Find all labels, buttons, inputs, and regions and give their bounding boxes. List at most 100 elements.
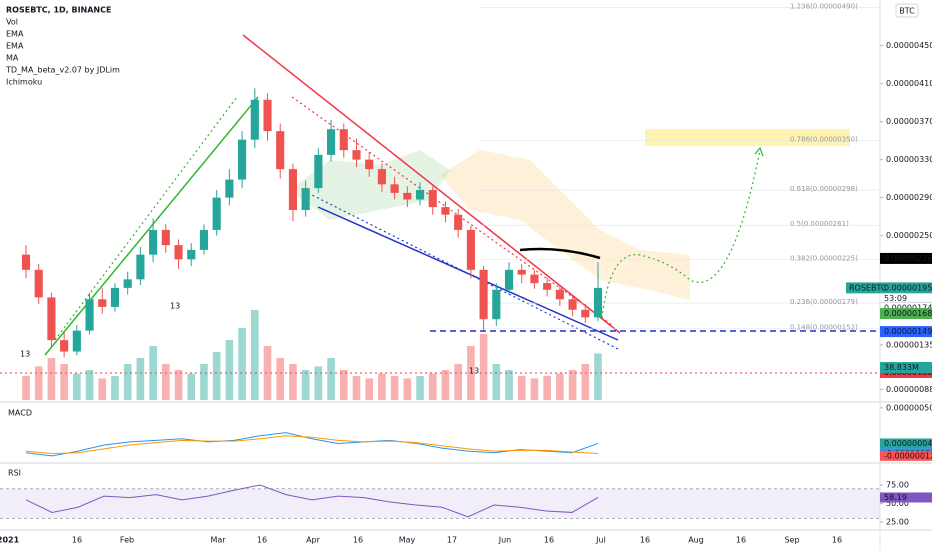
volume-bar	[365, 378, 374, 400]
candle-body	[415, 190, 425, 200]
candle-body	[492, 289, 501, 320]
candle-body	[428, 190, 437, 208]
value-badge	[880, 450, 932, 461]
indicator-label: TD_MA_beta_v2.07 by JDLim	[5, 66, 120, 75]
x-tick-label: 16	[640, 536, 650, 545]
projection-arrow	[754, 146, 764, 157]
fib-label: 0.5(0.00000261)	[790, 220, 849, 228]
candle-body	[174, 245, 183, 260]
y-tick-label: 75.00	[886, 481, 909, 490]
volume-bar	[467, 346, 475, 400]
volume-bar	[162, 364, 170, 400]
volume-bar	[543, 376, 551, 400]
x-tick-label: Mar	[210, 536, 226, 545]
volume-bar	[568, 370, 577, 400]
rsi-band	[0, 488, 880, 519]
y-tick-label: 0.00000088	[886, 385, 932, 394]
candle-body	[543, 283, 552, 290]
x-tick-label: 16	[832, 536, 842, 545]
currency-label[interactable]: BTC	[899, 7, 915, 16]
indicator-label: MA	[6, 54, 19, 63]
annotation: 13	[469, 367, 479, 376]
x-tick-label: 16	[72, 536, 82, 545]
volume-bar	[111, 376, 119, 400]
candle-body	[301, 188, 310, 210]
fib-label: 1.236(0.00000490)	[790, 3, 858, 11]
price-badge	[880, 282, 932, 294]
candle-body	[530, 274, 539, 284]
candle-body	[466, 229, 475, 270]
symbol-badge	[846, 282, 880, 294]
volume-bar	[85, 370, 94, 400]
candle-body	[225, 179, 234, 198]
candle-body	[263, 99, 272, 132]
x-tick-label: 2021	[0, 536, 20, 545]
volume-bar	[123, 364, 132, 400]
volume-bar	[352, 376, 361, 400]
volume-bar	[187, 373, 196, 400]
fib-label: 0.236(0.00000179)	[790, 298, 858, 306]
y-tick-label: 25.00	[886, 518, 909, 527]
volume-bar	[263, 346, 272, 400]
y-tick-label: 0.00000290	[886, 193, 932, 202]
fib-label: 0.618(0.00000298)	[790, 185, 858, 193]
volume-bar	[454, 364, 462, 400]
volume-bar	[301, 370, 310, 400]
candle-body	[377, 169, 386, 185]
x-tick-label: Aug	[688, 536, 704, 545]
candle-body	[581, 309, 590, 318]
volume-bar	[594, 353, 602, 400]
candle-body	[187, 249, 196, 260]
volume-bar	[225, 340, 234, 400]
x-tick-label: 16	[736, 536, 746, 545]
legend: ROSEBTC, 1D, BINANCE	[6, 6, 111, 15]
candle-body	[161, 229, 170, 246]
x-tick-label: Feb	[120, 536, 134, 545]
x-tick-label: Jun	[498, 536, 512, 545]
x-tick-label: May	[399, 536, 416, 545]
candle-body	[238, 139, 247, 180]
volume-bar	[505, 370, 513, 400]
candle-body	[339, 129, 348, 151]
currency-button[interactable]	[895, 3, 919, 18]
candle-body	[110, 287, 120, 307]
volume-bar	[98, 378, 107, 400]
candle-body	[593, 287, 603, 318]
price-badge-label: 0.00000149	[884, 327, 932, 336]
trend-line	[242, 34, 621, 334]
volume-bar	[212, 352, 221, 400]
x-tick-label: 16	[353, 536, 363, 545]
countdown-bg	[880, 293, 932, 304]
volume-bar	[200, 364, 208, 400]
x-tick-label: Sep	[784, 536, 799, 545]
volume-bar	[390, 376, 399, 400]
projection-path	[601, 149, 761, 319]
volume-bar	[250, 310, 259, 400]
value-badge-label: -0.00000012	[884, 451, 932, 460]
annotation: 13	[20, 350, 30, 359]
volume-bar	[276, 358, 285, 400]
y-tick-label: 50.00	[886, 499, 909, 508]
candle-body	[504, 269, 514, 290]
volume-bar	[174, 370, 183, 400]
candle-body	[314, 154, 323, 189]
candle-body	[326, 129, 336, 155]
y-tick-label: 0.00000330	[886, 155, 932, 164]
trend-line	[317, 206, 619, 341]
volume-bar	[581, 364, 590, 400]
trend-line	[44, 96, 259, 356]
candle-body	[98, 299, 107, 307]
x-tick-label: Apr	[306, 536, 321, 545]
volume-bar	[238, 328, 246, 400]
value-badge	[880, 438, 932, 449]
candle-body	[288, 169, 298, 210]
candle-body	[555, 289, 564, 300]
volume-bar	[530, 378, 539, 400]
fib-zone	[645, 129, 850, 146]
candle-body	[60, 340, 69, 352]
indicator-label: Vol	[6, 18, 18, 27]
pane-title: MACD	[8, 409, 32, 418]
candle-body	[390, 184, 399, 193]
volume-bar	[314, 366, 323, 400]
x-tick-label: 16	[544, 536, 554, 545]
